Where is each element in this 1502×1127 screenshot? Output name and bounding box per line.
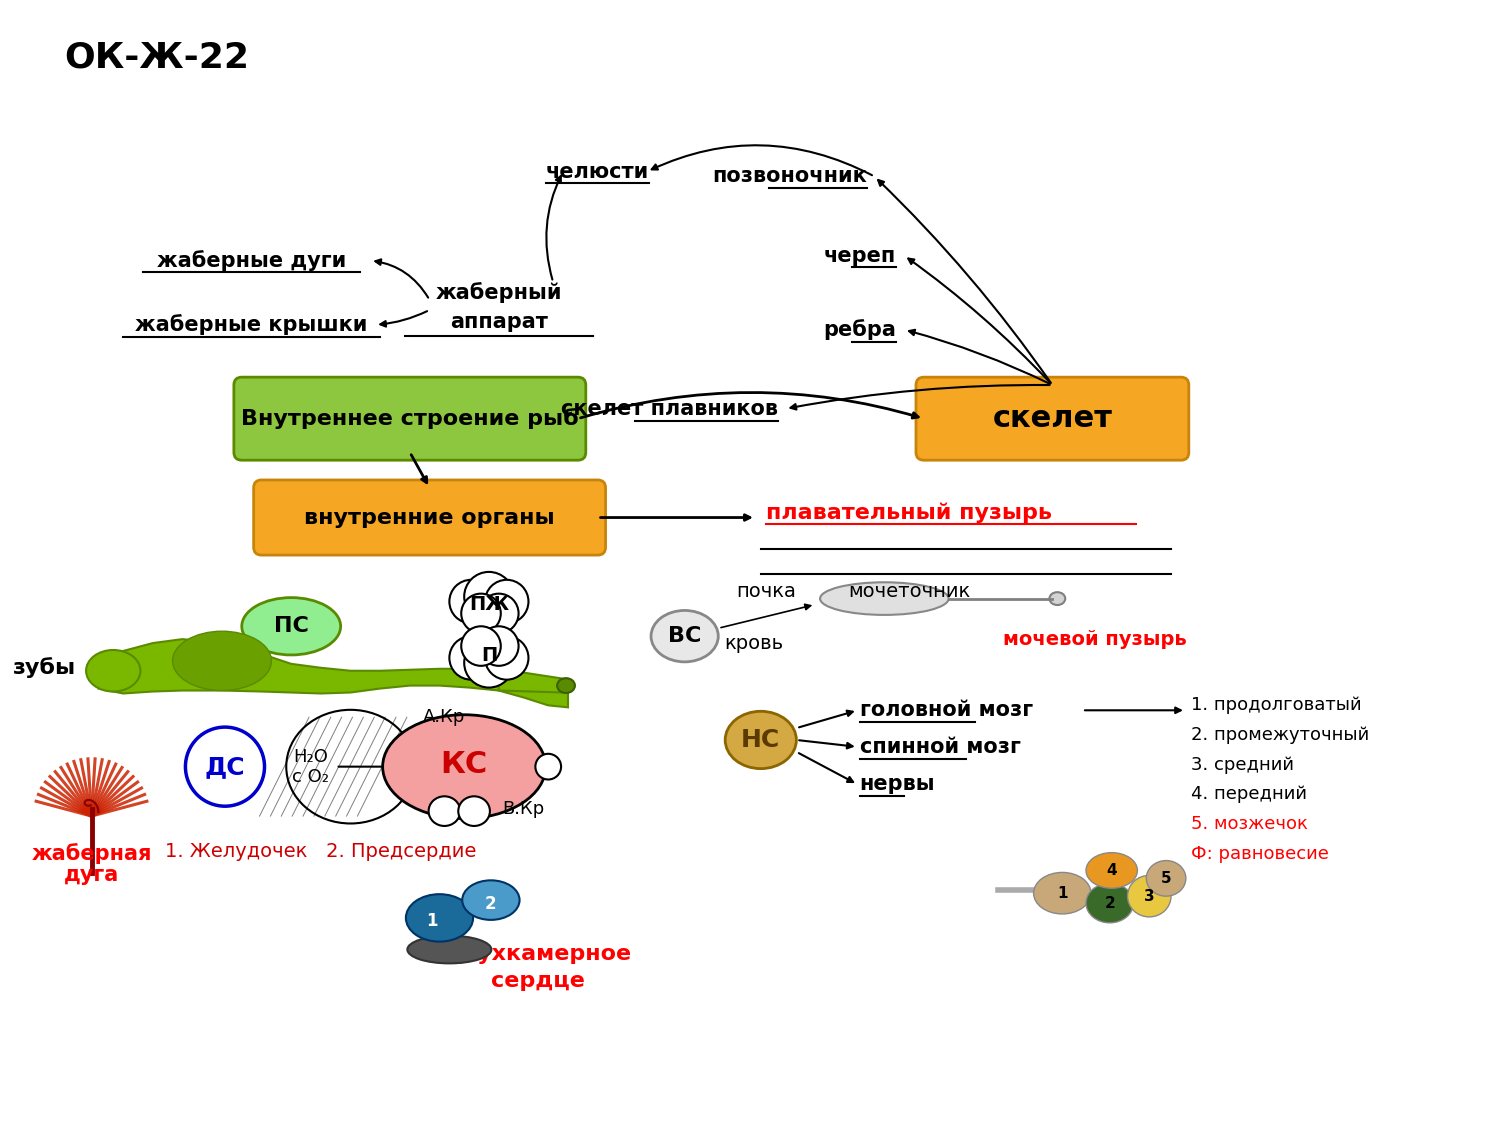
Ellipse shape: [173, 631, 272, 691]
Circle shape: [464, 638, 514, 687]
Text: череп: череп: [825, 246, 897, 266]
Text: 1: 1: [427, 912, 437, 930]
Text: 3: 3: [1145, 889, 1155, 904]
Ellipse shape: [463, 880, 520, 920]
Circle shape: [449, 636, 493, 680]
Ellipse shape: [1086, 853, 1137, 888]
Text: мочеточник: мочеточник: [849, 583, 970, 601]
Text: ОК-Ж-22: ОК-Ж-22: [65, 41, 249, 74]
Text: скелет плавников: скелет плавников: [560, 399, 778, 419]
Circle shape: [461, 627, 500, 666]
Ellipse shape: [428, 797, 460, 826]
Text: плавательный пузырь: плавательный пузырь: [766, 503, 1051, 523]
Text: НС: НС: [740, 728, 781, 752]
Text: челюсти: челюсти: [547, 161, 649, 181]
Text: 3. средний: 3. средний: [1191, 756, 1293, 773]
Text: КС: КС: [440, 751, 488, 779]
Text: с О₂: с О₂: [293, 767, 329, 786]
Text: аппарат: аппарат: [451, 312, 548, 331]
Circle shape: [464, 571, 514, 621]
Ellipse shape: [820, 583, 949, 615]
Text: мочевой пузырь: мочевой пузырь: [1003, 630, 1187, 649]
Text: жаберные крышки: жаберные крышки: [135, 314, 368, 335]
Ellipse shape: [1050, 592, 1065, 605]
Ellipse shape: [458, 797, 490, 826]
Ellipse shape: [287, 710, 415, 824]
Text: позвоночник: позвоночник: [712, 167, 867, 186]
Text: Внутреннее строение рыб: Внутреннее строение рыб: [240, 408, 578, 429]
Circle shape: [461, 594, 500, 633]
Polygon shape: [499, 668, 568, 692]
Text: двухкамерное
сердце: двухкамерное сердце: [445, 944, 631, 991]
Text: 4. передний: 4. передний: [1191, 786, 1307, 804]
Text: В.Кр: В.Кр: [502, 800, 545, 818]
Text: почка: почка: [736, 583, 796, 601]
Ellipse shape: [725, 711, 796, 769]
Text: 2. промежуточный: 2. промежуточный: [1191, 726, 1368, 744]
Ellipse shape: [1033, 872, 1090, 914]
Text: П: П: [481, 647, 497, 665]
Text: головной мозг: головной мозг: [859, 700, 1033, 720]
Ellipse shape: [86, 650, 141, 692]
Ellipse shape: [407, 935, 491, 964]
Text: ПЖ: ПЖ: [469, 595, 509, 614]
Text: жаберный: жаберный: [436, 282, 562, 303]
Text: ПС: ПС: [273, 616, 308, 637]
Ellipse shape: [1086, 884, 1134, 923]
Ellipse shape: [1128, 876, 1172, 917]
Text: нервы: нервы: [859, 774, 936, 795]
Text: 4: 4: [1107, 863, 1117, 878]
FancyBboxPatch shape: [916, 378, 1188, 460]
Text: 2: 2: [1104, 896, 1114, 911]
Text: скелет: скелет: [993, 405, 1113, 433]
Ellipse shape: [406, 894, 473, 942]
Ellipse shape: [242, 597, 341, 655]
Circle shape: [479, 627, 518, 666]
Text: спинной мозг: спинной мозг: [859, 737, 1020, 757]
Polygon shape: [99, 639, 568, 708]
Text: ДС: ДС: [204, 755, 245, 779]
Text: ВС: ВС: [668, 627, 701, 646]
Circle shape: [479, 594, 518, 633]
Circle shape: [185, 727, 264, 806]
FancyBboxPatch shape: [254, 480, 605, 556]
Text: 2: 2: [485, 895, 497, 913]
FancyBboxPatch shape: [234, 378, 586, 460]
Text: внутренние органы: внутренние органы: [305, 507, 554, 527]
Circle shape: [485, 636, 529, 680]
Ellipse shape: [557, 678, 575, 693]
Text: кровь: кровь: [724, 633, 784, 653]
Text: Н₂О: Н₂О: [293, 747, 329, 765]
Text: жаберные дуги: жаберные дуги: [158, 250, 347, 270]
Text: Ф: равновесие: Ф: равновесие: [1191, 844, 1329, 862]
Ellipse shape: [1146, 861, 1187, 896]
Ellipse shape: [650, 611, 718, 662]
Circle shape: [485, 579, 529, 623]
Circle shape: [449, 579, 493, 623]
Ellipse shape: [383, 715, 545, 818]
Text: жаберная: жаберная: [32, 843, 152, 864]
Text: 1. Желудочек   2. Предсердие: 1. Желудочек 2. Предсердие: [165, 842, 476, 861]
Text: 1. продолговатый: 1. продолговатый: [1191, 696, 1361, 715]
Text: 5. мозжечок: 5. мозжечок: [1191, 815, 1308, 833]
Text: ребра: ребра: [823, 319, 897, 340]
Text: А.Кр: А.Кр: [424, 708, 466, 726]
Text: 5: 5: [1161, 871, 1172, 886]
Text: дуга: дуга: [65, 866, 119, 886]
Circle shape: [535, 754, 562, 780]
Text: зубы: зубы: [12, 657, 75, 678]
Text: 1: 1: [1057, 886, 1068, 900]
